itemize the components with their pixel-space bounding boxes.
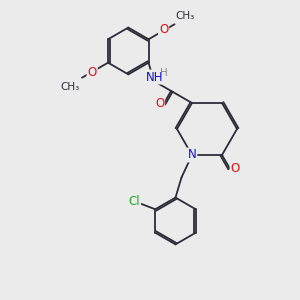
- Text: CH₃: CH₃: [175, 11, 194, 21]
- Text: Cl: Cl: [128, 195, 140, 208]
- Text: O: O: [231, 162, 240, 175]
- Text: H: H: [160, 68, 168, 78]
- Text: N: N: [188, 148, 196, 161]
- Text: O: O: [88, 66, 97, 80]
- Text: O: O: [155, 97, 164, 110]
- Text: CH₃: CH₃: [60, 82, 80, 92]
- Text: NH: NH: [146, 70, 164, 84]
- Text: O: O: [159, 22, 168, 36]
